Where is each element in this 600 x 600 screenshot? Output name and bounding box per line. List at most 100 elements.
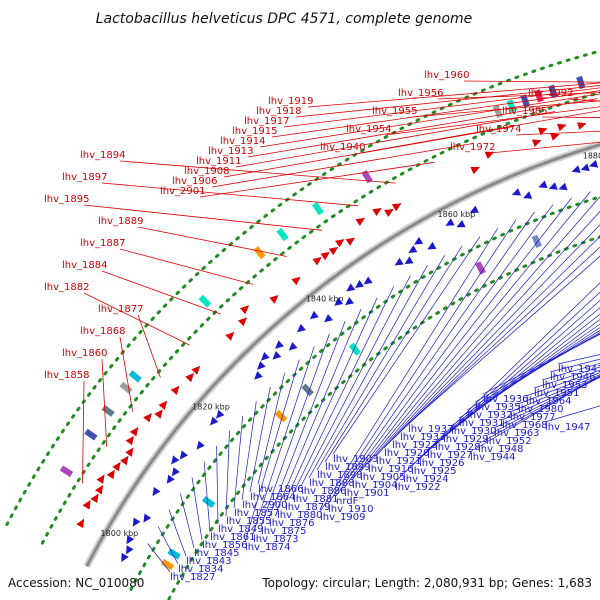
reverse-label-leader xyxy=(383,224,600,449)
reverse-gene-arrow xyxy=(523,191,533,199)
reverse-gene-label: lhv_1873 xyxy=(253,534,298,545)
forward-gene-arrow xyxy=(191,365,201,375)
reverse-gene-label: lhv_1964 xyxy=(526,396,571,407)
forward-gene-label: lhv_1858 xyxy=(44,370,89,381)
reverse-gene-label: lhv_1933 xyxy=(400,432,445,443)
forward-gene-label: lhv_1917 xyxy=(244,116,289,127)
forward-gene-label: lhv_1894 xyxy=(80,150,125,161)
forward-label-leader xyxy=(82,380,85,484)
reverse-gene-label: lhv_1904 xyxy=(352,480,397,491)
reverse-gene-label: lhv_1929 xyxy=(443,434,488,445)
reverse-gene-arrow xyxy=(171,467,180,477)
reverse-gene-label: lhv_1948 xyxy=(478,444,523,455)
reverse-gene-arrow xyxy=(196,440,205,450)
reverse-gene-label: lhv_1910 xyxy=(328,504,373,515)
forward-label-leader xyxy=(101,182,359,207)
reverse-gene-arrow xyxy=(210,416,219,426)
reverse-label-leader xyxy=(241,401,257,501)
forward-gene-arrow xyxy=(125,435,134,446)
reverse-gene-label: lhv_1920 xyxy=(384,448,429,459)
reverse-gene-label: lhv_1881 xyxy=(293,494,338,505)
forward-gene-arrow xyxy=(120,455,129,466)
forward-gene-label: lhv_1882 xyxy=(44,282,89,293)
accession-text: Accession: NC_010080 xyxy=(8,576,144,590)
reverse-gene-arrow xyxy=(558,182,568,191)
forward-gene-arrow xyxy=(355,217,366,226)
forward-gene-arrow xyxy=(550,133,560,141)
forward-label-leader xyxy=(119,336,134,412)
reverse-gene-label: lhv_1951 xyxy=(534,388,579,399)
reverse-label-leader xyxy=(191,477,203,541)
genome-summary-text: Topology: circular; Length: 2,080,931 bp… xyxy=(261,576,592,590)
reverse-gene-label: lhv_1930 xyxy=(451,426,496,437)
reverse-gene-label: lhv_1924 xyxy=(403,474,448,485)
forward-gene-arrow xyxy=(269,295,279,304)
reverse-gene-label: lhv_1861 xyxy=(210,532,255,543)
reverse-label-leader xyxy=(249,386,271,493)
forward-gene-label: lhv_1884 xyxy=(62,260,107,271)
reverse-label-leader xyxy=(533,366,600,389)
reverse-label-leader xyxy=(225,430,230,517)
forward-gene-label: lhv_1895 xyxy=(44,194,89,205)
reverse-gene-label: lhv_1880 xyxy=(277,510,322,521)
reverse-label-leader xyxy=(300,275,411,487)
reverse-gene-arrow xyxy=(346,283,356,292)
reverse-label-leader xyxy=(316,255,446,471)
reverse-label-leader xyxy=(391,236,600,441)
reverse-gene-arrow xyxy=(275,340,284,349)
feature-box xyxy=(167,548,181,560)
forward-gene-arrow xyxy=(96,474,105,484)
feature-box xyxy=(274,409,288,423)
reverse-gene-label: lhv_1977 xyxy=(510,412,555,423)
reverse-gene-labels: lhv_1827lhv_1834lhv_1843lhv_1845lhv_1856… xyxy=(147,191,600,583)
reverse-gene-label: lhv_1968 xyxy=(502,420,547,431)
reverse-gene-label: lhv_1921 xyxy=(376,456,421,467)
forward-gene-arrow xyxy=(76,518,85,529)
forward-label-leader xyxy=(385,106,600,136)
forward-label-leader xyxy=(137,314,161,378)
forward-gene-arrow xyxy=(537,127,548,136)
forward-label-leader xyxy=(489,141,600,154)
forward-label-leader xyxy=(295,85,600,118)
forward-gene-label: lhv_1911 xyxy=(196,156,241,167)
reverse-gene-label: lhv_1856 xyxy=(202,540,247,551)
tick-label: 1860 kbp xyxy=(438,210,476,219)
forward-gene-arrow xyxy=(345,237,355,246)
forward-label-leader xyxy=(307,82,600,108)
reverse-gene-arrow xyxy=(355,279,364,288)
gene-tracks xyxy=(59,75,599,571)
reverse-gene-label: lhv_1879 xyxy=(285,502,330,513)
forward-gene-label: lhv_1915 xyxy=(232,126,277,137)
reverse-label-leader xyxy=(482,334,600,395)
reverse-label-leader xyxy=(351,197,572,481)
feature-box xyxy=(201,496,216,508)
forward-gene-label: lhv_1919 xyxy=(268,96,313,107)
feature-box xyxy=(474,261,486,275)
forward-label-leader xyxy=(271,90,600,138)
feature-box xyxy=(576,75,586,90)
feature-box xyxy=(531,234,542,248)
reverse-label-leader xyxy=(541,362,600,381)
reverse-gene-label: lhv_1855 xyxy=(226,516,271,527)
forward-label-leader xyxy=(119,248,254,285)
reverse-gene-label: lhv_1923 xyxy=(392,440,437,451)
reverse-gene-label: lhv_1905 xyxy=(360,472,405,483)
reverse-label-leader xyxy=(168,509,187,557)
reverse-label-leader xyxy=(332,236,481,455)
forward-gene-label: lhv_1908 xyxy=(184,166,229,177)
reverse-label-leader xyxy=(399,246,600,433)
reverse-gene-label: lhv_1941 xyxy=(558,364,600,375)
reverse-gene-arrow xyxy=(143,513,152,523)
feature-box xyxy=(84,428,98,441)
reverse-label-leader xyxy=(216,445,219,525)
reverse-label-leader xyxy=(458,330,600,419)
forward-gene-arrow xyxy=(106,469,115,480)
reverse-gene-label: lhv_1916 xyxy=(368,464,413,475)
forward-label-leader xyxy=(137,226,287,257)
reverse-gene-label: lhv_1845 xyxy=(194,548,239,559)
reverse-gene-arrow xyxy=(589,159,599,168)
forward-label-leader xyxy=(411,100,600,118)
reverse-label-leader xyxy=(477,376,600,445)
reverse-label-leader xyxy=(410,300,600,467)
reverse-label-leader xyxy=(260,333,330,527)
